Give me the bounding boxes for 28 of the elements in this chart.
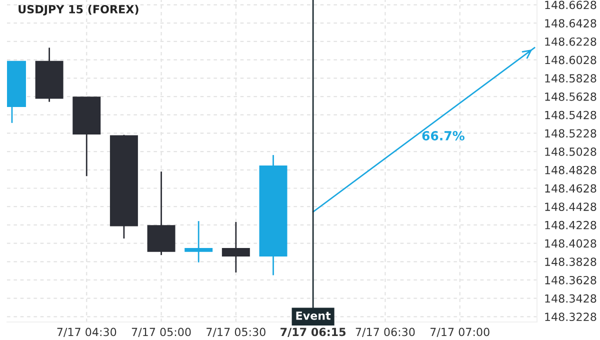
x-tick-label: 7/17 05:00: [132, 328, 191, 338]
candlestick: [184, 220, 213, 264]
y-tick-label: 148.5228: [545, 129, 596, 138]
x-tick-label: 7/17 05:30: [206, 328, 266, 338]
y-tick-label: 148.3228: [545, 312, 596, 322]
y-tick-label: 148.3828: [545, 258, 596, 266]
y-tick-label: 148.4028: [545, 239, 596, 248]
chart-title: USDJPY 15 (FOREX): [18, 4, 138, 16]
y-tick-label: 148.5828: [545, 74, 596, 83]
y-tick-label: 148.6228: [545, 37, 596, 46]
y-tick-label: 148.4428: [545, 202, 596, 211]
y-tick-label: 148.5028: [545, 148, 596, 156]
y-tick-label: 148.3628: [545, 276, 596, 284]
x-tick-label: 7/17 04:30: [57, 328, 116, 338]
y-tick-label: 148.6028: [545, 56, 596, 64]
x-tick-label: 7/17 06:15: [280, 328, 346, 338]
annotation: 66.7%: [422, 131, 464, 140]
x-tick-label: 7/17 06:30: [356, 328, 415, 338]
y-tick-label: 148.4228: [545, 220, 596, 230]
ref-line-label: Event: [296, 312, 331, 320]
y-tick-label: 148.6428: [545, 19, 596, 28]
y-tick-label: 148.3428: [545, 294, 596, 303]
y-tick-label: 148.5428: [545, 110, 596, 120]
x-tick-label: 7/17 07:00: [430, 328, 490, 338]
y-tick-label: 148.5628: [545, 92, 596, 101]
y-tick-label: 148.4828: [545, 166, 596, 174]
y-tick-label: 148.4628: [545, 184, 596, 193]
y-tick-label: 148.6628: [545, 0, 596, 10]
